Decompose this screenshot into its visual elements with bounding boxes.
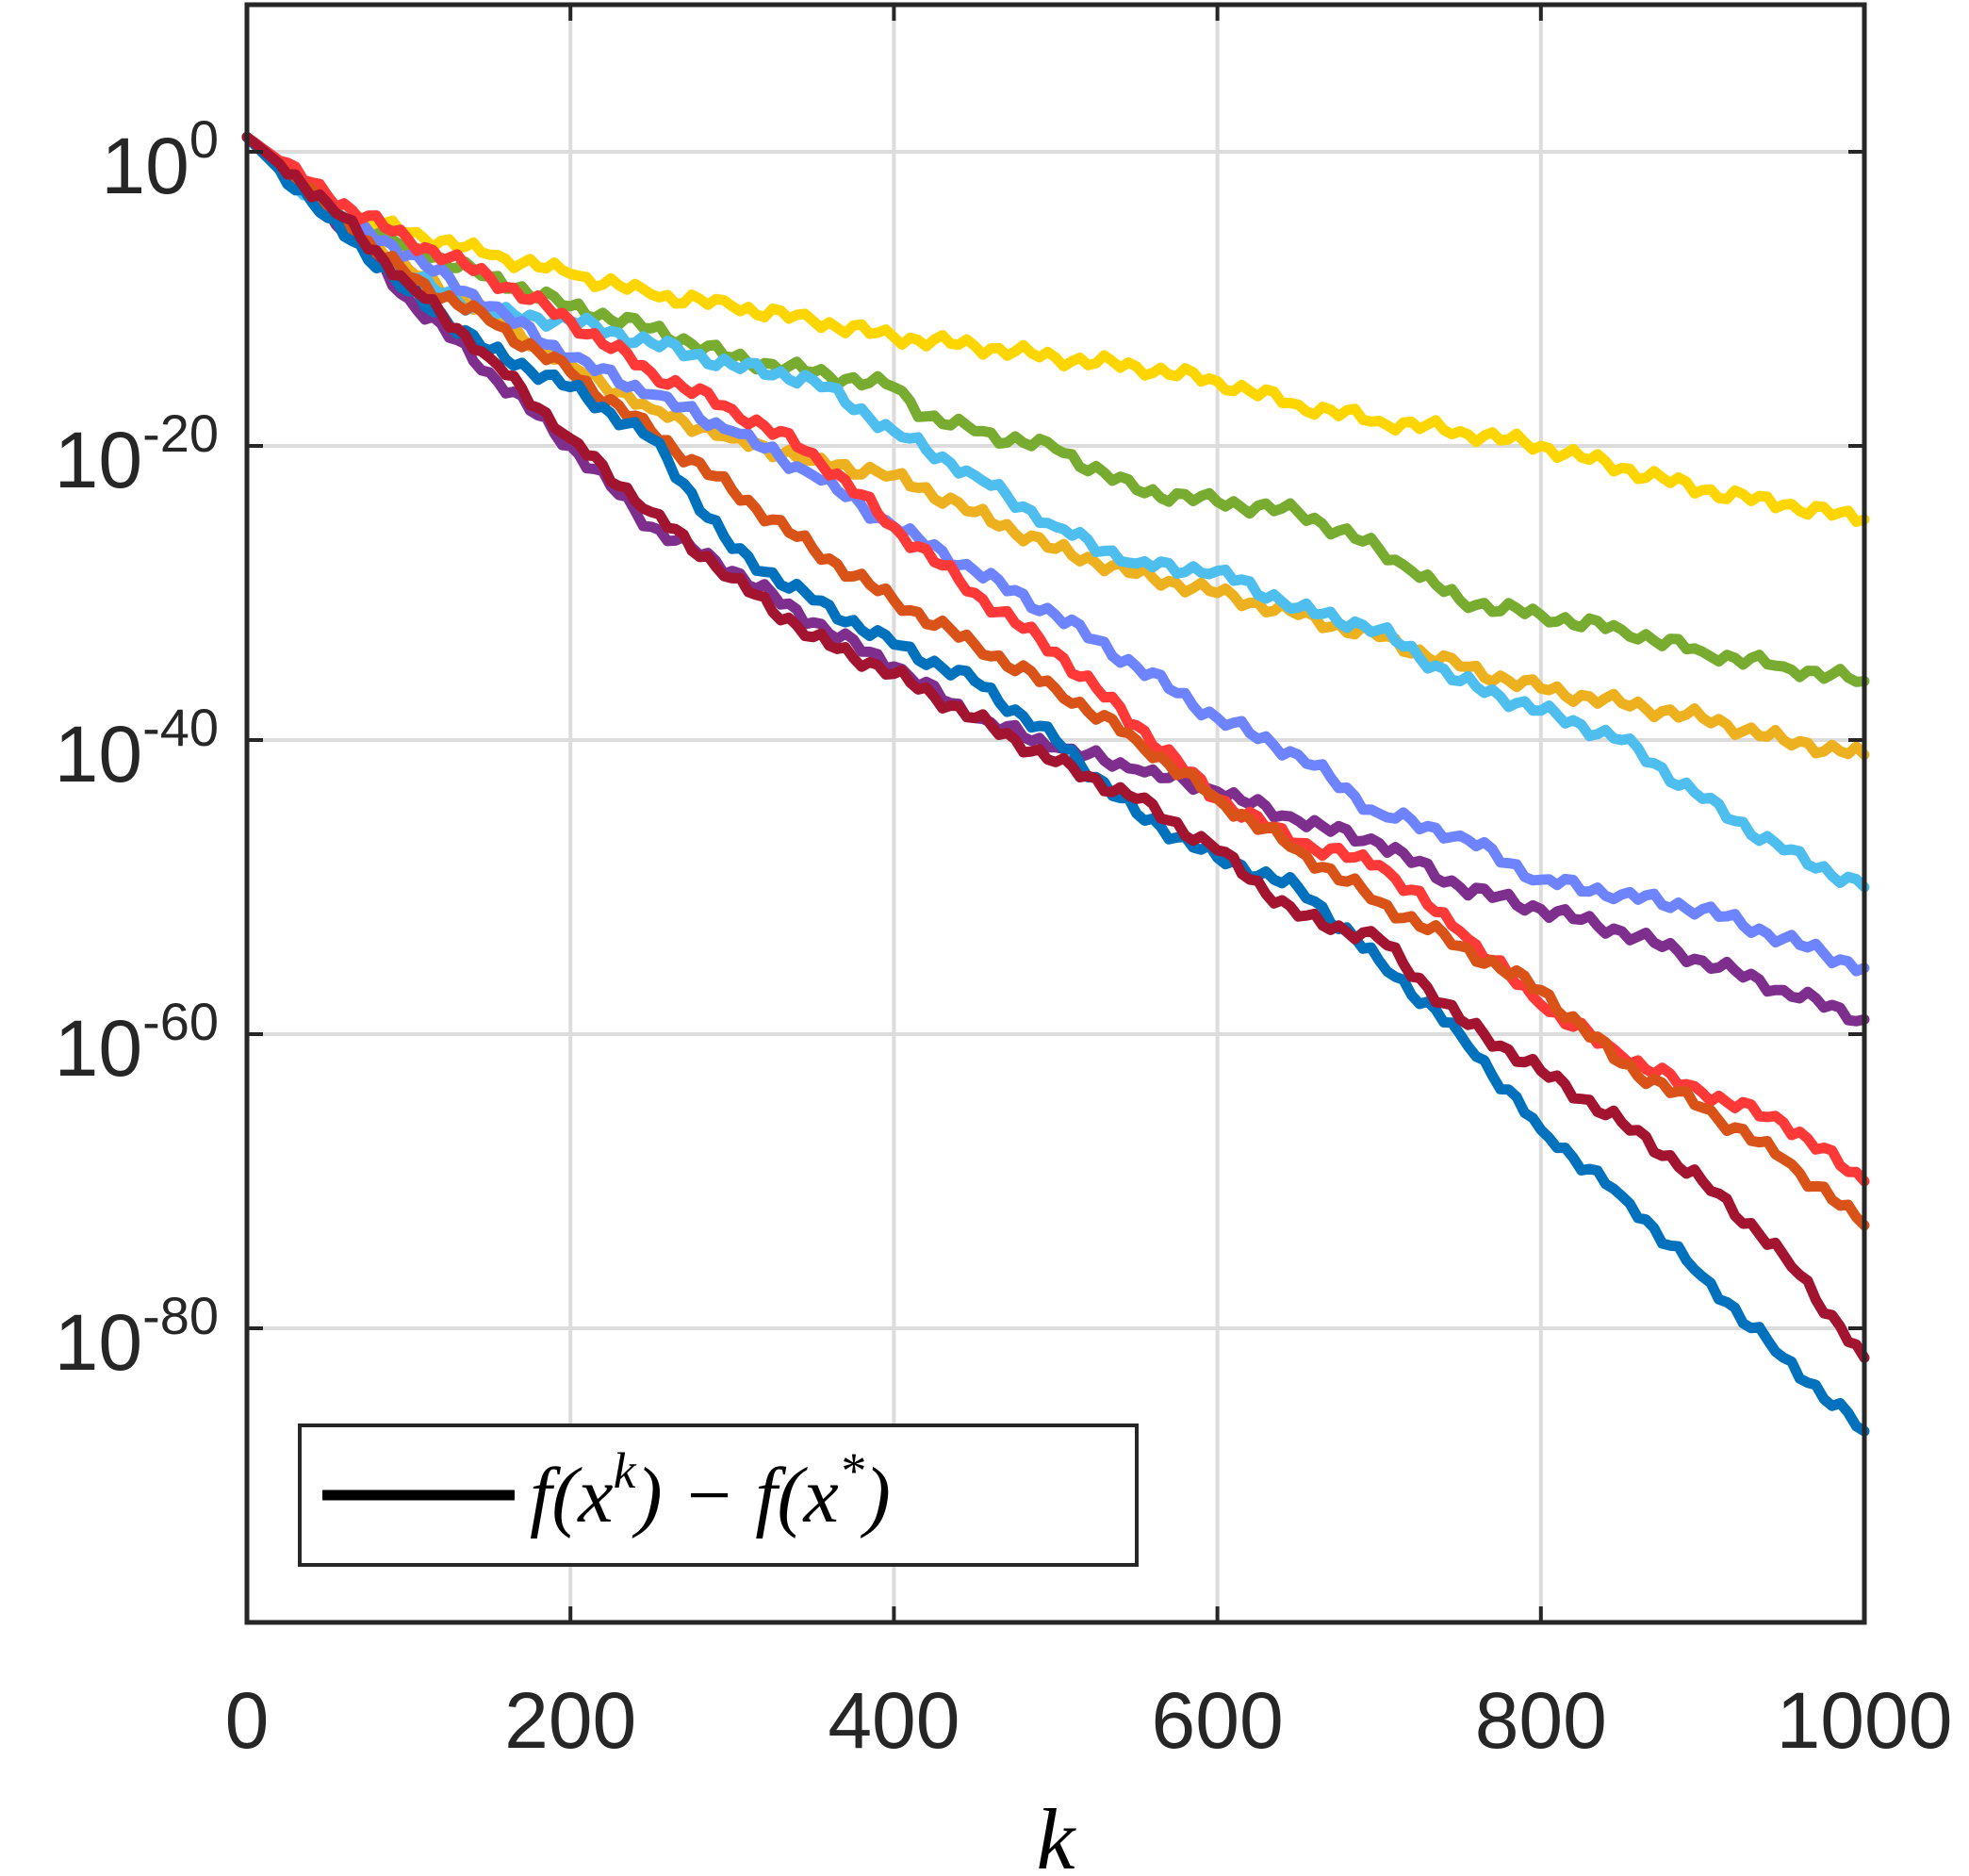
x-tick-label: 0 [225,1676,270,1765]
series-line-periwinkle [241,131,1870,977]
y-tick-base: 10 [55,710,142,798]
y-tick-exponent: 0 [189,109,219,169]
series-line-light-blue [241,131,1870,893]
x-tick-label: 600 [1152,1676,1284,1765]
y-tick-label: 10-20 [55,403,219,504]
series-line-orange [241,131,1870,761]
y-tick-base: 10 [55,1298,142,1387]
y-tick-exponent: -60 [142,992,219,1051]
plot-background [247,5,1864,1622]
x-tick-label: 1000 [1777,1676,1953,1765]
legend-label: f(xk) − f(x*) [530,1442,891,1539]
legend: f(xk) − f(x*) [298,1423,1139,1567]
y-tick-base: 10 [101,122,189,210]
axes-box [244,2,1867,1625]
y-tick-base: 10 [55,1004,142,1093]
y-tick-exponent: -80 [142,1286,219,1345]
y-tick-exponent: -40 [142,698,219,757]
y-tick-label: 100 [101,109,219,210]
y-tick-label: 10-60 [55,992,219,1093]
y-tick-label: 10-40 [55,698,219,798]
y-tick-label: 10-80 [55,1286,219,1387]
x-tick-label: 400 [828,1676,960,1765]
series-line-blue [241,131,1870,1437]
y-tick-base: 10 [55,416,142,504]
series-layer [241,131,1870,1437]
x-tick-labels: 0 200 400 600 800 1000 [225,1676,1953,1765]
x-tick-label: 200 [504,1676,636,1765]
series-line-dark-red [241,131,1870,1363]
series-line-yellow [241,131,1870,527]
y-tick-exponent: -20 [142,403,219,463]
tick-marks [245,5,1866,1622]
x-tick-label: 800 [1475,1676,1607,1765]
series-line-dark-orange [241,131,1870,1231]
x-axis-label: k [1037,1791,1077,1876]
